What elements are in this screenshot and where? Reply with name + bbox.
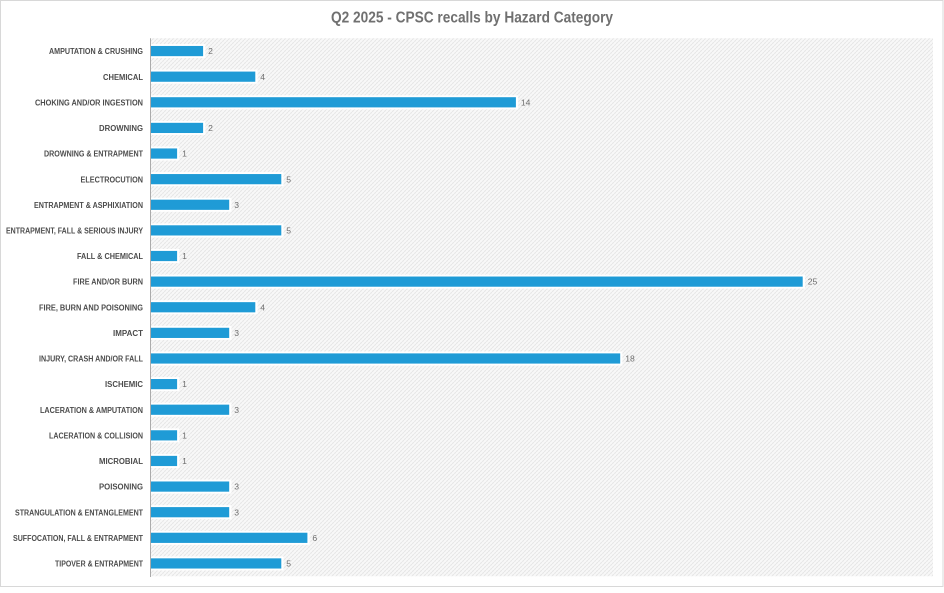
svg-text:MICROBIAL: MICROBIAL bbox=[99, 456, 143, 466]
svg-text:3: 3 bbox=[234, 507, 239, 517]
svg-text:POISONING: POISONING bbox=[99, 482, 143, 492]
svg-text:6: 6 bbox=[312, 533, 317, 543]
svg-text:4: 4 bbox=[260, 72, 265, 82]
svg-text:ENTRAPMENT & ASPHIXIATION: ENTRAPMENT & ASPHIXIATION bbox=[34, 200, 143, 210]
svg-text:ENTRAPMENT, FALL & SERIOUS INJ: ENTRAPMENT, FALL & SERIOUS INJURY bbox=[6, 225, 143, 235]
svg-text:FIRE AND/OR BURN: FIRE AND/OR BURN bbox=[73, 277, 143, 287]
svg-text:CHEMICAL: CHEMICAL bbox=[103, 72, 143, 82]
svg-text:1: 1 bbox=[182, 149, 187, 159]
svg-text:1: 1 bbox=[182, 430, 187, 440]
svg-text:2: 2 bbox=[208, 123, 213, 133]
svg-text:1: 1 bbox=[182, 456, 187, 466]
svg-text:1: 1 bbox=[182, 379, 187, 389]
svg-text:3: 3 bbox=[234, 482, 239, 492]
svg-text:4: 4 bbox=[260, 302, 265, 312]
svg-text:ELECTROCUTION: ELECTROCUTION bbox=[81, 174, 144, 184]
svg-text:5: 5 bbox=[286, 174, 291, 184]
svg-text:FALL & CHEMICAL: FALL & CHEMICAL bbox=[77, 251, 143, 261]
svg-text:LACERATION & COLLISION: LACERATION & COLLISION bbox=[49, 430, 143, 440]
svg-text:AMPUTATION & CRUSHING: AMPUTATION & CRUSHING bbox=[49, 46, 143, 56]
svg-text:CHOKING AND/OR INGESTION: CHOKING AND/OR INGESTION bbox=[35, 97, 143, 107]
svg-text:ISCHEMIC: ISCHEMIC bbox=[105, 379, 143, 389]
svg-text:5: 5 bbox=[286, 559, 291, 569]
svg-text:DROWNING: DROWNING bbox=[99, 123, 143, 133]
svg-text:25: 25 bbox=[808, 277, 818, 287]
svg-text:SUFFOCATION, FALL & ENTRAPMENT: SUFFOCATION, FALL & ENTRAPMENT bbox=[13, 533, 144, 543]
svg-text:18: 18 bbox=[625, 354, 635, 364]
svg-text:1: 1 bbox=[182, 251, 187, 261]
svg-text:FIRE, BURN AND POISONING: FIRE, BURN AND POISONING bbox=[39, 302, 143, 312]
svg-text:DROWNING & ENTRAPMENT: DROWNING & ENTRAPMENT bbox=[44, 149, 144, 159]
svg-text:5: 5 bbox=[286, 225, 291, 235]
svg-text:INJURY, CRASH AND/OR FALL: INJURY, CRASH AND/OR FALL bbox=[39, 354, 143, 364]
svg-text:TIPOVER & ENTRAPMENT: TIPOVER & ENTRAPMENT bbox=[55, 559, 144, 569]
svg-text:2: 2 bbox=[208, 46, 213, 56]
svg-text:Q2 2025 - CPSC recalls by Haza: Q2 2025 - CPSC recalls by Hazard Categor… bbox=[331, 10, 613, 27]
svg-text:IMPACT: IMPACT bbox=[113, 328, 144, 338]
svg-text:3: 3 bbox=[234, 200, 239, 210]
svg-text:3: 3 bbox=[234, 328, 239, 338]
svg-text:STRANGULATION & ENTANGLEMENT: STRANGULATION & ENTANGLEMENT bbox=[15, 507, 144, 517]
svg-text:3: 3 bbox=[234, 405, 239, 415]
svg-text:LACERATION & AMPUTATION: LACERATION & AMPUTATION bbox=[40, 405, 143, 415]
svg-text:14: 14 bbox=[521, 97, 531, 107]
